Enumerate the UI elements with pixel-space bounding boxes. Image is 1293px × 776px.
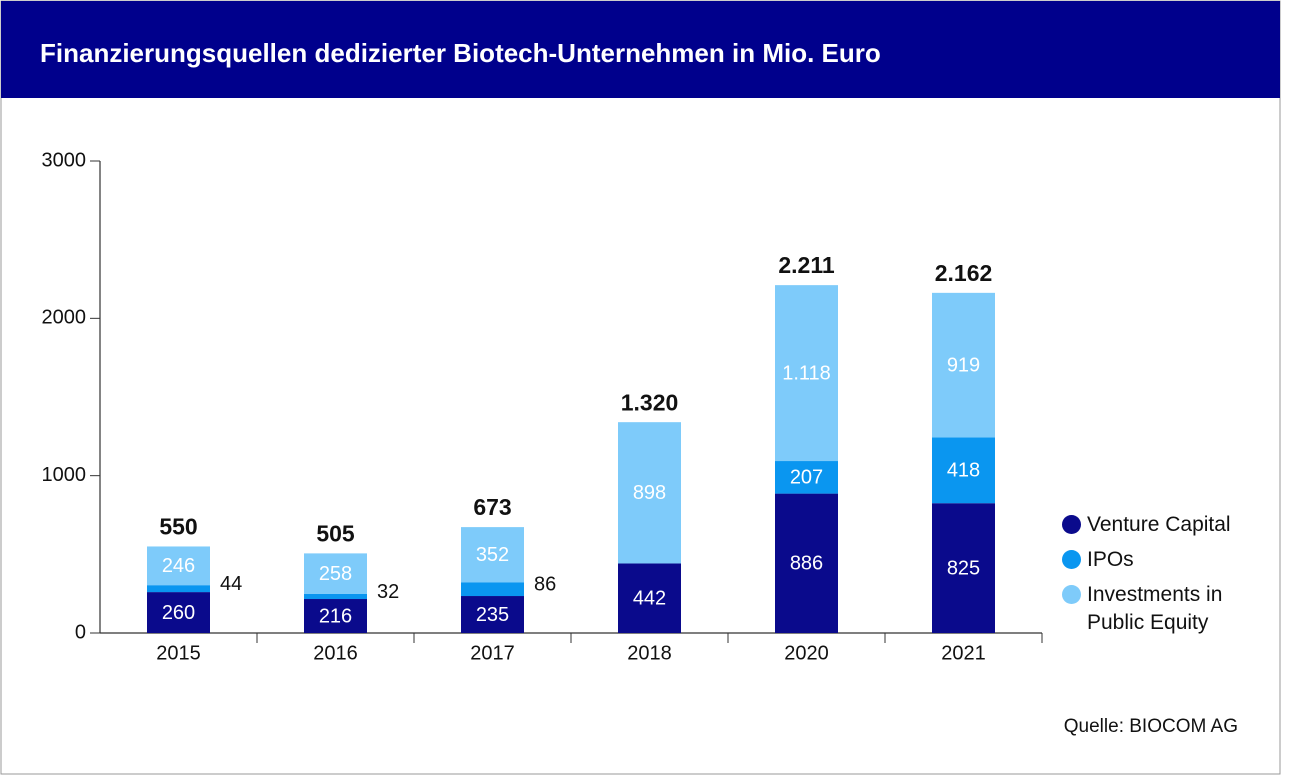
legend-item: IPOs [1062, 546, 1262, 574]
bar-segment [147, 546, 210, 586]
legend-swatch [1062, 550, 1081, 569]
data-label: 258 [319, 563, 352, 585]
bar-segment [147, 585, 210, 593]
bar-segment [618, 563, 681, 633]
total-label: 2.211 [778, 252, 834, 278]
legend-item: Investments in Public Equity [1062, 581, 1262, 637]
x-tick-label: 2016 [313, 642, 358, 664]
data-label: 246 [162, 555, 195, 577]
data-label: 886 [790, 553, 823, 575]
bar-segment [461, 582, 524, 597]
legend-label: IPOs [1087, 548, 1134, 571]
y-tick-label: 1000 [42, 464, 87, 486]
data-label: 32 [377, 581, 399, 603]
bar-segment [775, 461, 838, 494]
legend-label: Venture Capital [1087, 513, 1231, 536]
bar-segment [932, 503, 995, 633]
legend-item: Venture Capital [1062, 511, 1262, 539]
data-label: 352 [476, 544, 509, 566]
data-label: 919 [947, 354, 980, 376]
bar-segment [304, 593, 367, 600]
x-tick-label: 2017 [470, 642, 515, 664]
x-tick-label: 2015 [156, 642, 201, 664]
data-label: 260 [162, 602, 195, 624]
total-label: 2.162 [935, 260, 993, 286]
bar-segment [461, 527, 524, 583]
total-label: 673 [473, 494, 511, 520]
bar-segment [461, 596, 524, 633]
bar-segment [618, 422, 681, 564]
chart-title: Finanzierungsquellen dedizierter Biotech… [40, 38, 881, 68]
legend-label: Investments in Public Equity [1087, 583, 1223, 634]
total-label: 505 [316, 520, 355, 546]
bar-segment [304, 553, 367, 594]
bar-segment [775, 493, 838, 633]
data-label: 235 [476, 604, 509, 626]
data-label: 216 [319, 605, 352, 627]
data-label: 1.118 [782, 362, 831, 384]
bar-segment [304, 599, 367, 633]
total-label: 1.320 [621, 389, 679, 415]
header [1, 1, 1280, 98]
y-tick-label: 2000 [42, 307, 87, 329]
bar-segment [775, 285, 838, 462]
source: Quelle: BIOCOM AG [1064, 716, 1238, 737]
data-label: 442 [633, 588, 666, 610]
x-tick-label: 2021 [941, 642, 986, 664]
legend-swatch [1062, 585, 1081, 604]
x-tick-label: 2018 [627, 642, 672, 664]
data-label: 825 [947, 557, 980, 579]
data-label: 418 [947, 460, 980, 482]
data-label: 86 [534, 574, 556, 596]
data-label: 207 [790, 467, 823, 489]
bar-segment [932, 292, 995, 438]
total-label: 550 [159, 514, 197, 540]
data-label: 44 [220, 573, 242, 595]
y-tick-label: 3000 [42, 149, 87, 171]
bar-segment [147, 592, 210, 633]
y-tick-label: 0 [75, 621, 86, 643]
data-label: 898 [633, 482, 666, 504]
bar-segment [932, 437, 995, 504]
legend-swatch [1062, 515, 1081, 534]
x-tick-label: 2020 [784, 642, 829, 664]
